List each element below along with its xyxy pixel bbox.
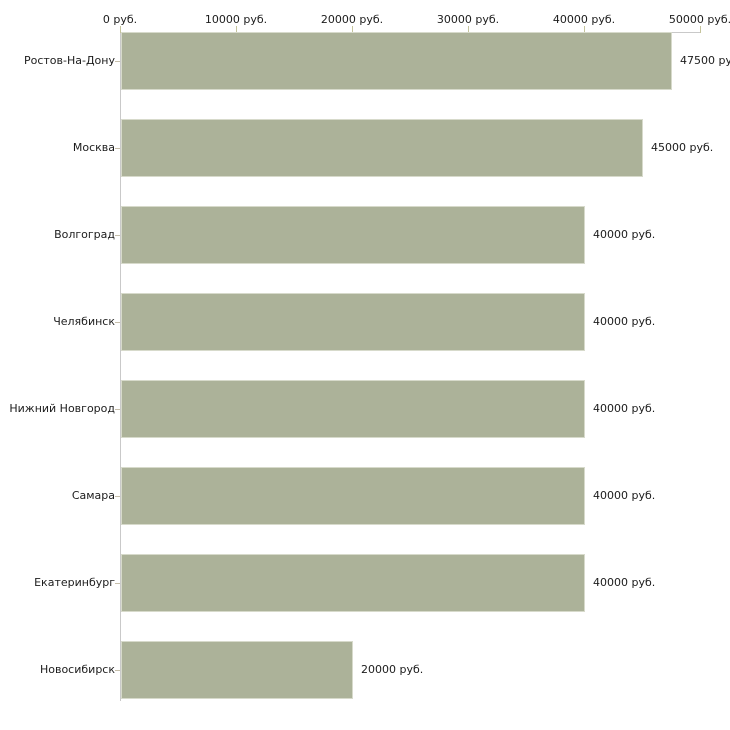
x-axis-tick-mark	[468, 26, 469, 33]
category-label: Ростов-На-Дону	[23, 54, 115, 67]
category-label: Москва	[72, 141, 115, 154]
category-label: Екатеринбург	[34, 576, 115, 589]
category-tick-mark	[115, 148, 120, 149]
category-tick-mark	[115, 670, 120, 671]
x-axis-tick-label: 40000 руб.	[552, 13, 616, 26]
x-axis-tick-mark	[352, 26, 353, 33]
category-label: Челябинск	[53, 315, 115, 328]
value-label: 40000 руб.	[593, 315, 656, 328]
category-tick-mark	[115, 235, 120, 236]
category-tick-mark	[115, 322, 120, 323]
bar	[121, 206, 585, 264]
category-tick-mark	[115, 583, 120, 584]
x-axis-tick-mark	[236, 26, 237, 33]
x-axis-tick-label: 0 руб.	[102, 13, 138, 26]
value-label: 40000 руб.	[593, 576, 656, 589]
value-label: 45000 руб.	[651, 141, 714, 154]
x-axis-tick-mark	[700, 26, 701, 33]
value-label: 47500 руб.	[680, 54, 730, 67]
x-axis-tick-mark	[584, 26, 585, 33]
category-tick-mark	[115, 409, 120, 410]
value-label: 20000 руб.	[361, 663, 424, 676]
category-label: Нижний Новгород	[9, 402, 115, 415]
category-label: Волгоград	[54, 228, 115, 241]
bar	[121, 32, 672, 90]
bar	[121, 467, 585, 525]
x-axis-tick-label: 50000 руб.	[668, 13, 730, 26]
bar	[121, 380, 585, 438]
bar	[121, 554, 585, 612]
value-label: 40000 руб.	[593, 402, 656, 415]
x-axis-tick-label: 30000 руб.	[436, 13, 500, 26]
x-axis-tick-mark	[120, 26, 121, 33]
value-label: 40000 руб.	[593, 489, 656, 502]
x-axis-tick-label: 20000 руб.	[320, 13, 384, 26]
category-tick-mark	[115, 61, 120, 62]
category-label: Самара	[71, 489, 115, 502]
bar	[121, 293, 585, 351]
category-label: Новосибирск	[39, 663, 115, 676]
bar	[121, 119, 643, 177]
value-label: 40000 руб.	[593, 228, 656, 241]
bar	[121, 641, 353, 699]
y-axis-line	[120, 32, 121, 701]
x-axis-tick-label: 10000 руб.	[204, 13, 268, 26]
category-tick-mark	[115, 496, 120, 497]
